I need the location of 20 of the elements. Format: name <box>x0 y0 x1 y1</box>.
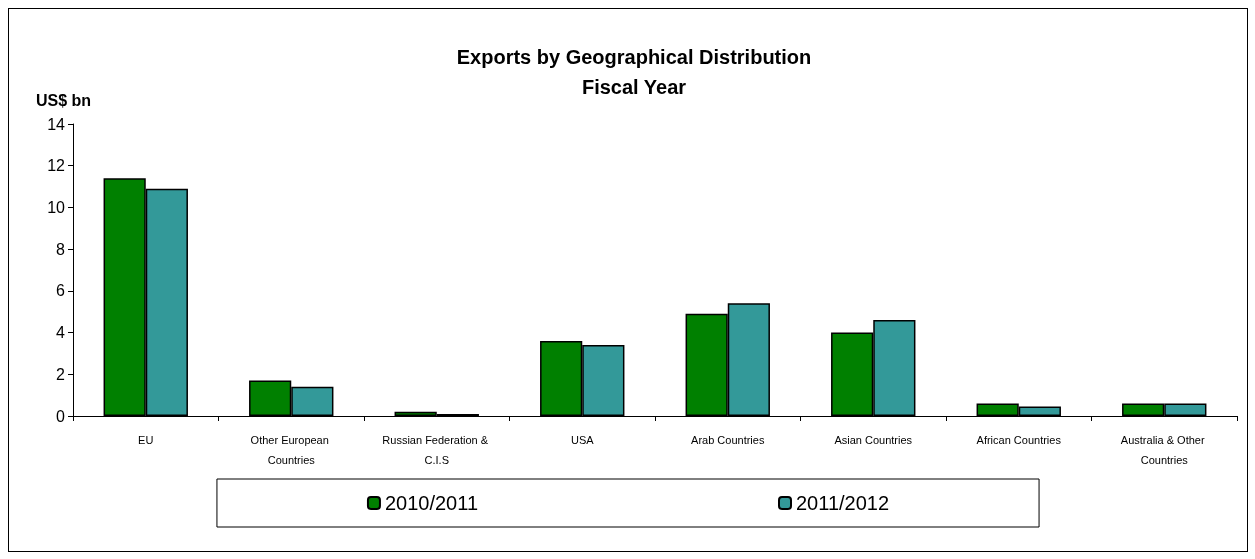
x-tick-label: Australia & Other Countries <box>1120 434 1208 466</box>
y-axis-title: US$ bn <box>36 91 92 109</box>
legend-label: 2011/2012 <box>796 492 890 514</box>
chart-title: Exports by Geographical Distribution Fiscal Year <box>456 46 812 98</box>
x-tick-label: USA <box>570 434 595 446</box>
x-tick-label: EU <box>138 434 154 446</box>
y-tick-label: 0 <box>56 407 66 425</box>
x-tick-label: Russian Federation & C.I.S <box>382 434 492 466</box>
y-tick-label: 2 <box>56 365 66 383</box>
x-tick-label: Other European Countries <box>250 434 332 466</box>
x-tick-label: Asian Countries <box>834 434 913 446</box>
y-tick-label: 12 <box>47 157 66 175</box>
y-tick-label: 14 <box>47 115 66 133</box>
y-tick-label: 4 <box>56 324 66 342</box>
y-tick-label: 8 <box>56 240 66 258</box>
y-tick-label: 10 <box>47 198 66 216</box>
y-tick-label: 6 <box>56 282 66 300</box>
x-tick-label: Arab Countries <box>691 434 765 446</box>
x-tick-label: African Countries <box>976 434 1062 446</box>
legend-label: 2010/2011 <box>384 492 479 514</box>
